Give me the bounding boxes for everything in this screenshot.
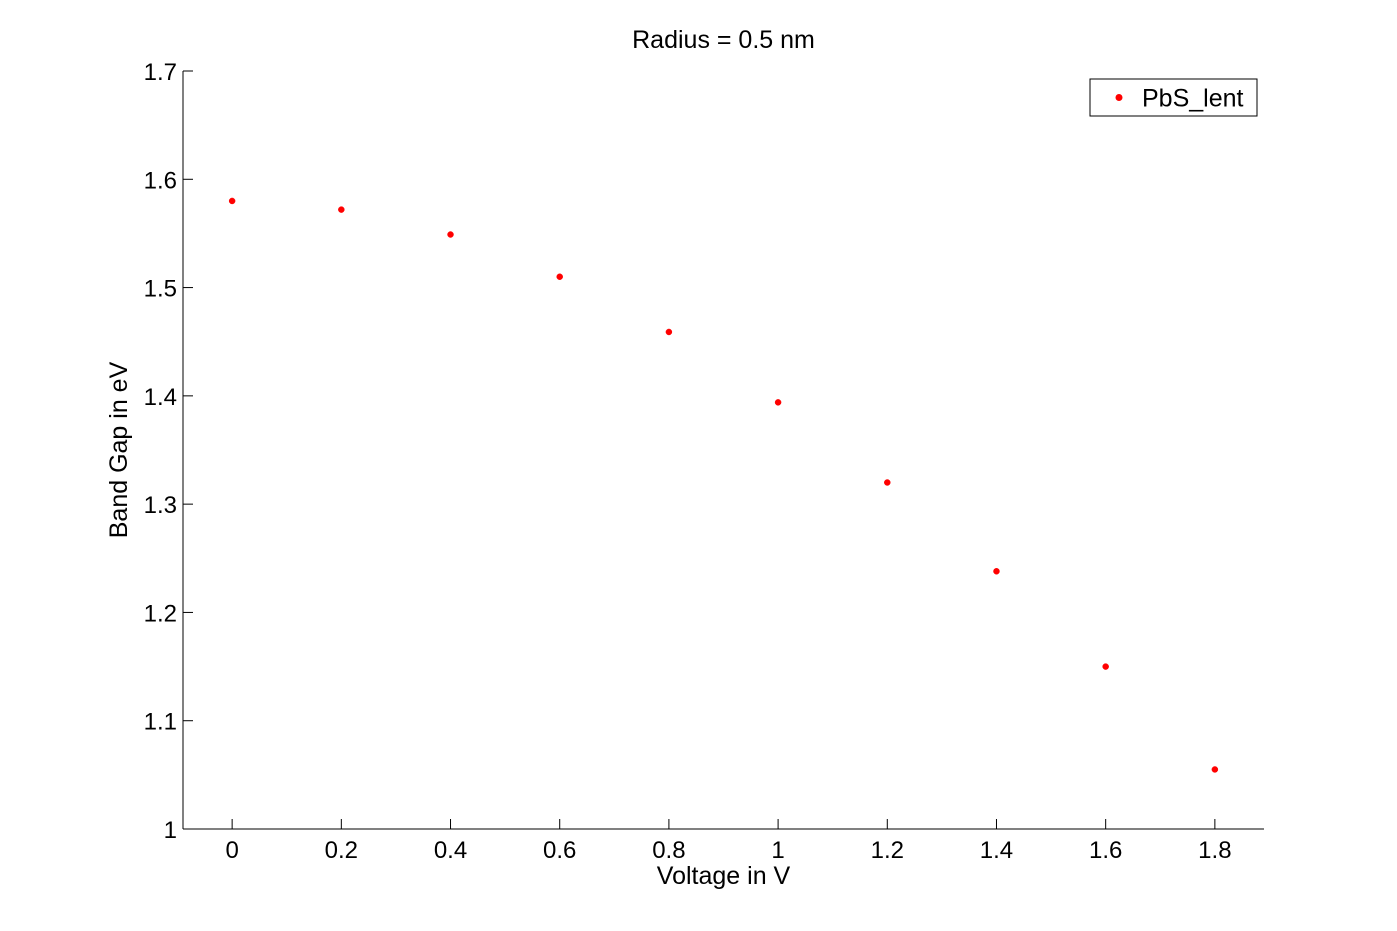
- y-tick-label: 1.1: [144, 709, 177, 736]
- x-tick-label: 1: [771, 837, 784, 864]
- data-point: [228, 197, 236, 205]
- y-tick-label: 1.3: [144, 492, 177, 519]
- x-axis-label: Voltage in V: [657, 862, 791, 890]
- y-tick-label: 1.6: [144, 167, 177, 194]
- data-point: [993, 568, 1000, 575]
- x-tick-label: 1.6: [1089, 837, 1122, 864]
- x-tick-label: 0.4: [434, 837, 467, 864]
- legend: PbS_lent: [1089, 78, 1258, 117]
- y-tick-label: 1.5: [144, 276, 177, 303]
- legend-entry: PbS_lent: [1142, 85, 1244, 113]
- data-point: [447, 231, 454, 238]
- y-tick-label: 1.7: [144, 59, 177, 86]
- data-point: [556, 273, 563, 280]
- x-tick-label: 0: [225, 837, 238, 864]
- data-series: [228, 197, 1219, 773]
- y-axis: 1 1.1 1.2 1.3 1.4 1.5 1.6 1.7: [144, 59, 193, 844]
- x-tick-label: 0.2: [325, 837, 358, 864]
- x-tick-label: 1.2: [871, 837, 904, 864]
- data-point: [884, 479, 891, 486]
- data-point: [1211, 766, 1219, 773]
- y-tick-label: 1: [164, 817, 177, 844]
- x-tick-label: 1.8: [1198, 837, 1231, 864]
- data-point: [1102, 663, 1109, 670]
- data-point: [774, 399, 782, 406]
- x-tick-label: 0.6: [543, 837, 576, 864]
- y-axis-label: Band Gap in eV: [105, 361, 133, 538]
- plot-frame: [182, 71, 1264, 830]
- x-tick-label: 1.4: [980, 837, 1013, 864]
- data-point: [665, 328, 673, 336]
- legend-marker: [1115, 94, 1123, 101]
- y-tick-label: 1.4: [144, 384, 177, 411]
- y-tick-label: 1.2: [144, 600, 177, 627]
- chart-title: Radius = 0.5 nm: [632, 26, 815, 54]
- data-point: [338, 206, 345, 213]
- x-tick-label: 0.8: [652, 837, 685, 864]
- x-axis: 0 0.2 0.4 0.6 0.8 1 1.2 1.4 1.6 1.8: [225, 819, 1232, 864]
